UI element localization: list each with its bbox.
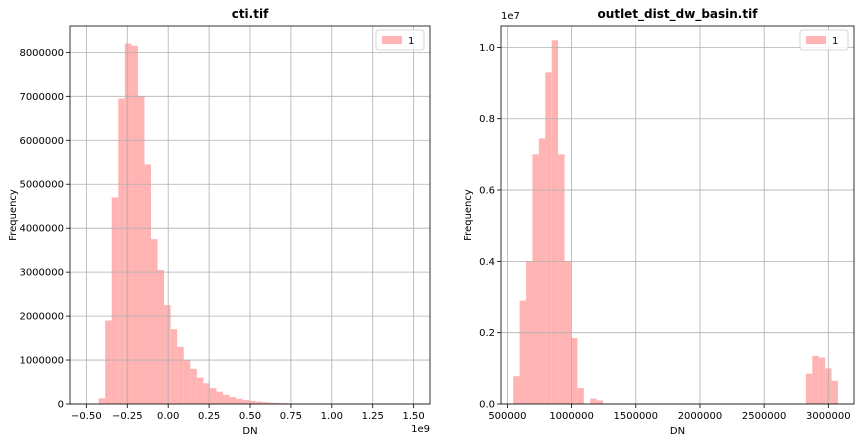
x-tick-label: −0.25 — [112, 411, 143, 422]
legend-label: 1 — [832, 36, 838, 47]
histogram-bar — [236, 398, 243, 404]
y-tick-label: 1000000 — [19, 356, 64, 367]
histogram-bar — [131, 45, 138, 405]
x-tick-label: 0.75 — [280, 411, 302, 422]
x-tick-label: 1500000 — [614, 411, 659, 422]
x-tick-label: 3000000 — [806, 411, 851, 422]
y-offset-text: 1e7 — [501, 11, 520, 22]
y-tick-label: 0 — [58, 400, 64, 411]
histogram-bar — [164, 305, 171, 404]
histogram-bar — [183, 360, 191, 404]
y-tick-label: 8000000 — [19, 48, 64, 59]
histogram-bar — [229, 396, 237, 404]
histogram-bar — [558, 154, 565, 404]
histogram-bar — [196, 377, 204, 404]
x-tick-label: 0.25 — [198, 411, 220, 422]
y-tick-label: 0.8 — [479, 114, 495, 125]
legend-label: 1 — [408, 36, 414, 47]
histogram-bar — [513, 376, 520, 404]
histogram-bar — [203, 383, 210, 404]
x-tick-label: 1.00 — [321, 411, 343, 422]
histogram-bar — [519, 300, 527, 404]
y-tick-label: 2000000 — [19, 312, 64, 323]
histogram-bar — [157, 269, 165, 404]
histogram-bar — [545, 72, 552, 404]
histogram-bar — [98, 398, 106, 404]
histogram-bar — [596, 400, 604, 404]
histogram-bar — [242, 400, 250, 404]
histogram-bar — [268, 402, 276, 404]
histogram-bar — [144, 164, 151, 404]
histogram-bar — [551, 40, 559, 404]
histogram-bar — [209, 388, 217, 404]
histogram-bar — [812, 355, 819, 404]
x-tick-label: 500000 — [488, 411, 526, 422]
x-tick-label: 0.00 — [157, 411, 179, 422]
x-axis-label: DN — [242, 426, 257, 437]
y-tick-label: 0.2 — [479, 328, 495, 339]
histogram-bar — [249, 400, 256, 404]
x-tick-label: −0.50 — [71, 411, 102, 422]
histogram-bar — [170, 329, 178, 404]
x-tick-label: 1.50 — [403, 411, 425, 422]
x-tick-label: 1.25 — [362, 411, 384, 422]
x-tick-label: 0.50 — [239, 411, 261, 422]
y-tick-label: 1.0 — [479, 43, 495, 54]
y-tick-label: 5000000 — [19, 180, 64, 191]
x-tick-label: 1000000 — [549, 411, 594, 422]
y-tick-label: 0.4 — [479, 257, 495, 268]
histogram-bar — [105, 320, 112, 404]
histogram-bar — [118, 98, 125, 404]
chart-title: outlet_dist_dw_basin.tif — [598, 7, 759, 22]
y-tick-label: 6000000 — [19, 136, 64, 147]
x-tick-label: 2000000 — [678, 411, 723, 422]
histogram-bar — [805, 373, 813, 404]
y-tick-label: 0.6 — [479, 186, 495, 197]
histogram-bar — [538, 138, 546, 404]
histogram-bar — [151, 239, 158, 404]
histogram-bar — [570, 338, 578, 404]
x-offset-text: 1e9 — [411, 424, 430, 435]
y-tick-label: 0.0 — [479, 400, 495, 411]
histogram-bar — [223, 394, 230, 404]
chart-panel: 500000 1000000 1500000 2000000 2500000 300000… — [463, 7, 855, 437]
histogram-bar — [190, 368, 197, 404]
histogram-bar — [216, 391, 223, 404]
histogram-bar — [532, 154, 539, 404]
histogram-bar — [262, 402, 269, 404]
chart-title: cti.tif — [232, 7, 269, 21]
histogram-bar — [111, 197, 119, 404]
y-tick-label: 3000000 — [19, 268, 64, 279]
histogram-bar — [281, 403, 289, 404]
histogram-bar — [831, 380, 838, 404]
y-axis-label: Frequency — [8, 189, 19, 241]
histogram-bar — [590, 398, 597, 404]
histogram-bar — [255, 401, 263, 404]
histogram-bar — [275, 402, 282, 404]
y-tick-label: 7000000 — [19, 92, 64, 103]
chart-panel: −0.50 −0.25 0.00 0.25 0.50 0.75 1.00 1.25 1.50 0 1… — [8, 7, 431, 437]
histogram-bar — [577, 387, 584, 404]
histogram-bar — [137, 96, 145, 404]
histogram-bar — [818, 357, 826, 404]
y-tick-label: 4000000 — [19, 224, 64, 235]
histogram-bar — [124, 43, 132, 405]
y-axis-label: Frequency — [463, 189, 474, 241]
x-axis-label: DN — [670, 426, 685, 437]
legend-swatch — [382, 36, 402, 44]
legend-swatch — [806, 36, 826, 44]
histogram-bar — [177, 346, 184, 404]
x-tick-label: 2500000 — [742, 411, 787, 422]
axes-frame — [500, 25, 855, 405]
